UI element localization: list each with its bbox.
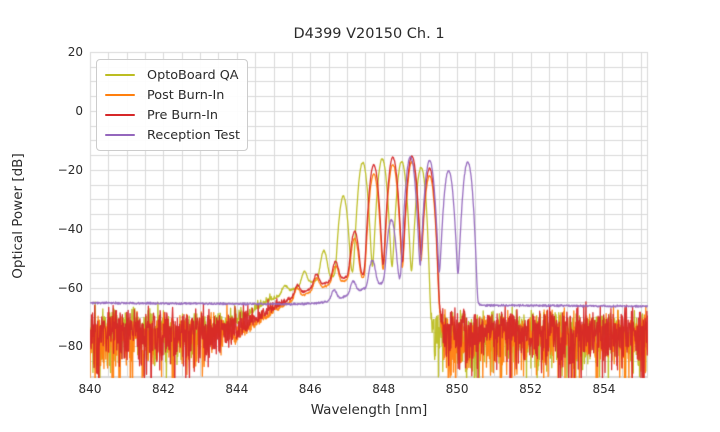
x-tick-label: 846 [298,382,322,396]
legend-item: Reception Test [105,125,241,145]
legend-line-swatch [105,93,135,97]
y-tick-label: 0 [75,103,83,118]
x-tick-label: 854 [592,382,616,396]
legend-label: Post Burn-In [147,87,225,103]
x-axis-label: Wavelength [nm] [310,402,428,418]
legend-label: Reception Test [147,127,241,143]
chart-title: D4399 V20150 Ch. 1 [293,26,445,42]
x-tick-label: 850 [445,382,469,396]
y-tick-label: −80 [57,339,83,354]
x-tick-label: 848 [372,382,396,396]
legend-item: OptoBoard QA [105,65,239,85]
legend-label: OptoBoard QA [147,67,239,83]
legend: OptoBoard QA Post Burn-In Pre Burn-In Re… [96,59,248,151]
legend-line-swatch [105,133,135,137]
legend-label: Pre Burn-In [147,107,218,123]
legend-line-swatch [105,113,135,117]
legend-item: Post Burn-In [105,85,239,105]
y-tick-label: −20 [57,162,83,177]
y-axis-label: Optical Power [dB] [10,153,26,279]
legend-item: Pre Burn-In [105,105,239,125]
y-tick-label: −60 [57,280,83,295]
x-tick-label: 842 [151,382,175,396]
x-tick-label: 840 [78,382,102,396]
y-tick-label: −40 [57,221,83,236]
x-tick-label: 852 [519,382,542,396]
legend-line-swatch [105,73,135,77]
x-tick-label: 844 [225,382,249,396]
y-tick-label: 20 [67,45,83,59]
